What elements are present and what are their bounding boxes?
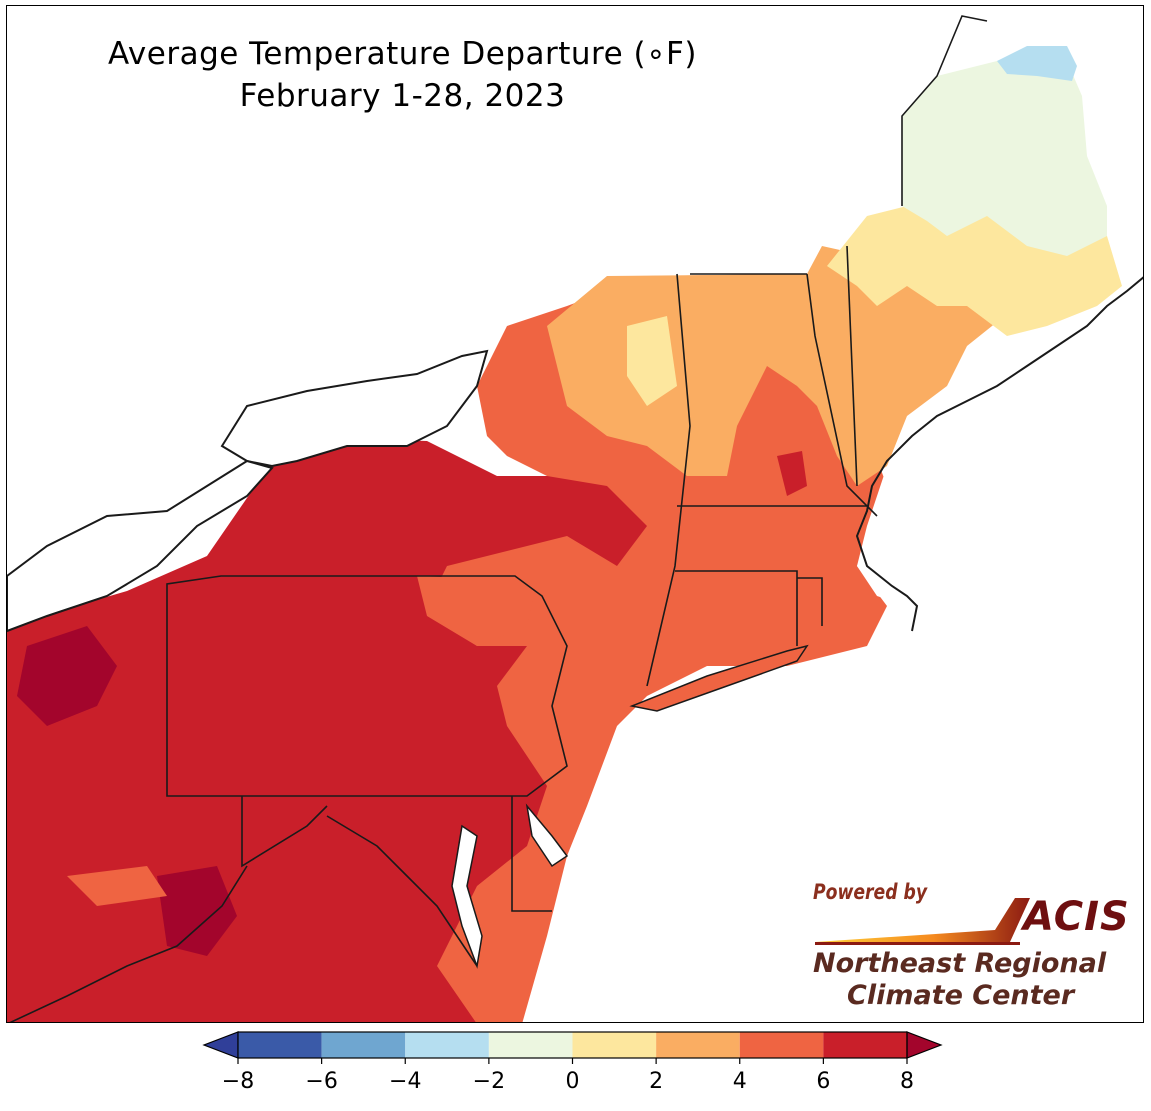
colorbar-tick-label: 4 [733,1069,747,1094]
colorbar-tick-label: 6 [816,1069,830,1094]
colorbar-tick-label: −8 [222,1069,254,1094]
credit-block: Powered by ACIS Northeast Regional Clima… [805,880,1135,1011]
map-frame [6,5,1144,1023]
colorbar-bin [739,1032,824,1058]
colorbar-extend-low [202,1031,239,1059]
patch-light-pa [417,576,537,646]
colorbar-bin [572,1032,657,1058]
chesapeake-bay [451,824,483,969]
patch-light-wv [67,866,167,906]
colorbar-bin [488,1032,573,1058]
patch-dark-pa [17,626,117,726]
colorbar-bin [656,1032,740,1058]
colorbar-tick-label: 2 [649,1069,663,1094]
colorbar-tick-label: −4 [389,1069,421,1094]
powered-by-label: Powered by [813,880,928,904]
region-neg2-to-0 [902,61,1107,256]
colorbar-extend-high [906,1031,943,1059]
region-neg4-to-neg2 [997,46,1077,81]
colorbar-bin [238,1032,322,1058]
map-title: Average Temperature Departure (∘F) [108,36,697,72]
map-subtitle: February 1-28, 2023 [239,78,566,114]
lake-ontario [220,349,489,468]
acis-swoosh-logo [815,898,1030,945]
colorbar-bin [321,1032,406,1058]
colorbar-bin [823,1032,907,1058]
atlantic-ocean [527,288,1143,1022]
patch-dark-wv [157,866,237,956]
maine-coastline [855,276,1143,632]
colorbar-bin [405,1032,489,1058]
acis-wordmark: ACIS [1023,894,1130,940]
colorbar-tick-label: −6 [305,1069,337,1094]
org-name-line2: Climate Center [847,980,1075,1011]
org-name-line1: Northeast Regional [813,948,1107,979]
temperature-departure-map [7,15,1143,1022]
colorbar-tick-label: 0 [566,1069,580,1094]
delaware-bay [525,803,569,868]
colorbar: −8 −6 −4 −2 0 2 4 6 8 [202,1031,943,1094]
colorbar-bins [202,1031,943,1059]
patch-vt-light [627,316,677,406]
lake-erie [7,459,274,633]
long-island [629,644,809,712]
state-boundaries [9,15,988,1022]
patch-nh-dark [777,451,807,496]
colorbar-tick-label: −2 [473,1069,505,1094]
colorbar-tick-label: 8 [900,1069,914,1094]
colorbar-ticks: −8 −6 −4 −2 0 2 4 6 8 [222,1058,914,1094]
